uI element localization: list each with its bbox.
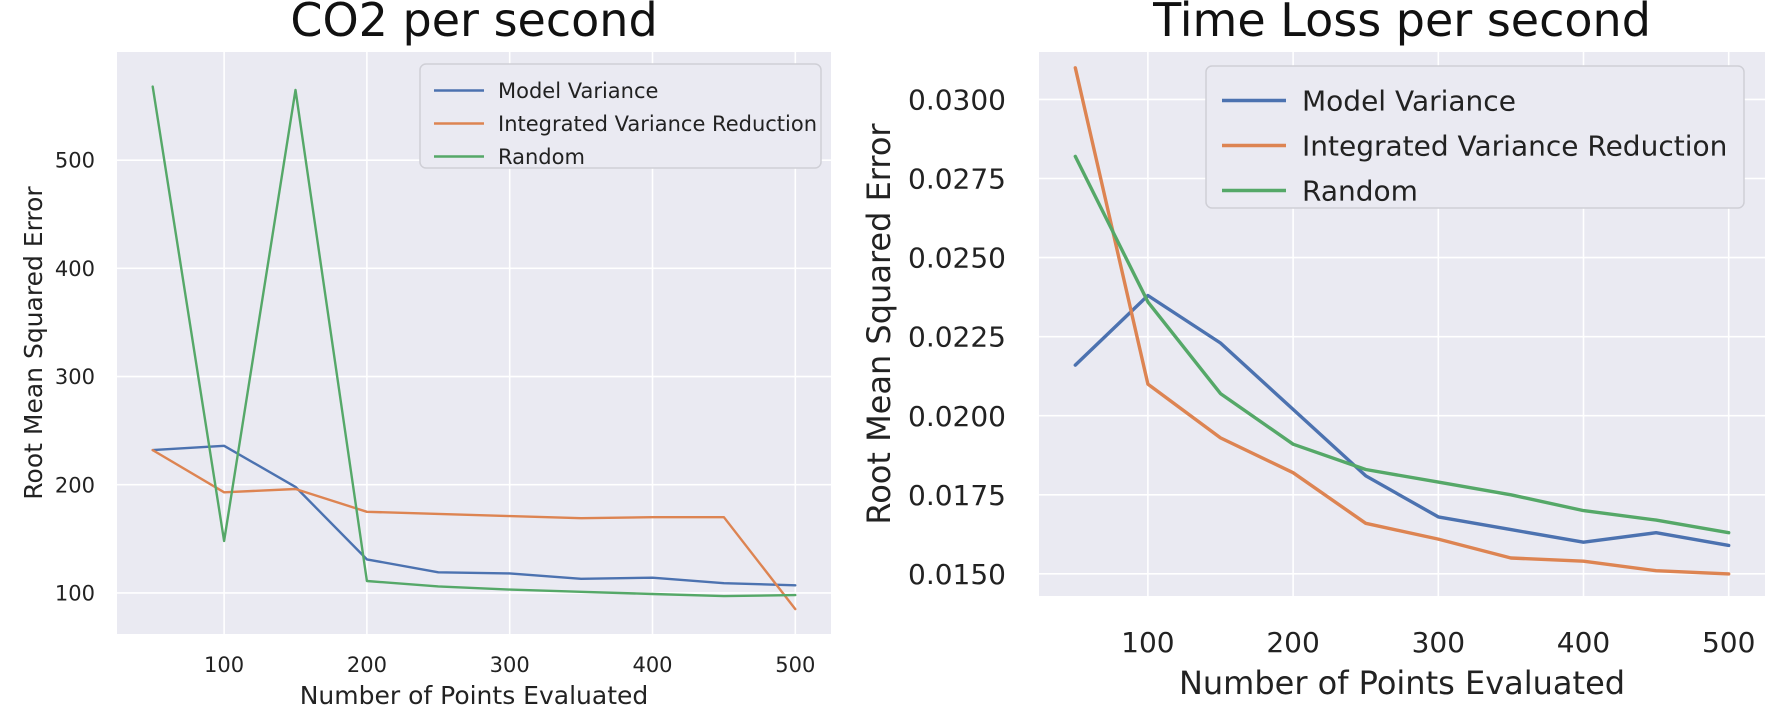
legend-frame — [1205, 65, 1745, 209]
legend-label: Integrated Variance Reduction — [1302, 130, 1727, 163]
legend-label: Random — [498, 145, 585, 169]
chart-title: CO2 per second — [290, 0, 657, 47]
x-axis-label: Number of Points Evaluated — [1179, 664, 1625, 702]
x-tick-label: 300 — [490, 653, 530, 677]
series-line-1 — [1073, 293, 1731, 548]
legend-label: Random — [1302, 175, 1418, 208]
y-tick-label: 0.0150 — [908, 558, 1006, 591]
series-line-1 — [151, 444, 797, 587]
y-tick-label: 100 — [55, 581, 95, 605]
y-tick-label: 0.0200 — [908, 400, 1006, 433]
chart-2: Time Loss per second 100 200 300 400 500 0.015… — [860, 0, 1765, 702]
series-line-3 — [151, 85, 797, 598]
y-tick-label: 300 — [55, 365, 95, 389]
y-tick-label: 0.0175 — [908, 479, 1006, 512]
x-tick-label: 100 — [1121, 626, 1174, 659]
series-line-3 — [1073, 154, 1731, 535]
legend-label: Integrated Variance Reduction — [498, 112, 817, 136]
x-tick-label: 500 — [1702, 626, 1755, 659]
x-tick-label: 300 — [1412, 626, 1465, 659]
series-line-2 — [1073, 66, 1731, 576]
x-tick-label: 100 — [204, 653, 244, 677]
y-tick-label: 200 — [55, 473, 95, 497]
legend: Model Variance Integrated Variance Reduct… — [419, 63, 822, 169]
x-tick-label: 200 — [347, 653, 387, 677]
y-tick-label: 0.0300 — [908, 84, 1006, 117]
legend-label: Model Variance — [1302, 85, 1516, 118]
chart-1: CO2 per second 100 200 300 400 500 100 200 300 40… — [19, 0, 831, 710]
x-tick-label: 500 — [775, 653, 815, 677]
x-axis-label: Number of Points Evaluated — [300, 681, 649, 710]
legend-label: Model Variance — [498, 79, 658, 103]
series-line-2 — [151, 448, 797, 611]
x-tick-label: 400 — [632, 653, 672, 677]
y-tick-label: 0.0275 — [908, 163, 1006, 196]
y-tick-label: 0.0250 — [908, 242, 1006, 275]
x-tick-label: 200 — [1266, 626, 1319, 659]
chart-title: Time Loss per second — [1152, 0, 1651, 47]
y-axis-label: Root Mean Squared Error — [860, 123, 898, 525]
legend: Model Variance Integrated Variance Reduct… — [1205, 65, 1745, 209]
y-tick-label: 500 — [55, 149, 95, 173]
x-tick-label: 400 — [1557, 626, 1610, 659]
y-tick-label: 400 — [55, 257, 95, 281]
y-axis-label: Root Mean Squared Error — [19, 186, 48, 500]
y-tick-label: 0.0225 — [908, 321, 1006, 354]
legend-frame — [419, 63, 822, 169]
